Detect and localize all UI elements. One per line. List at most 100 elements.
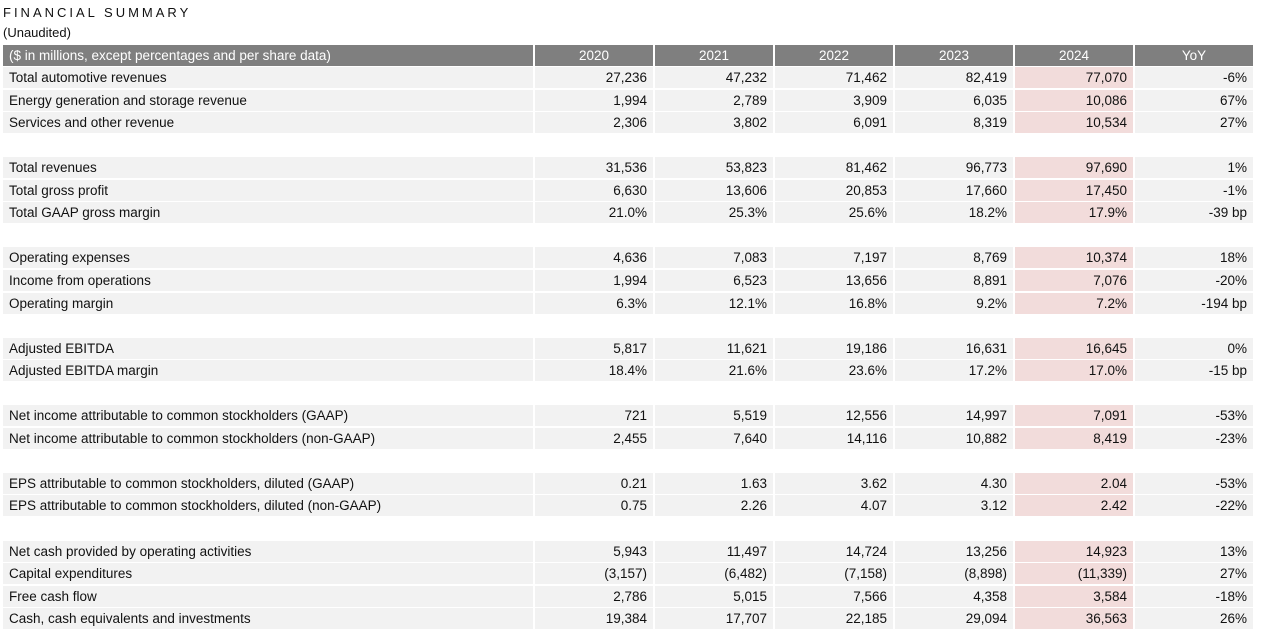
cell-value: 27% (1135, 112, 1253, 134)
row-label: Operating expenses (3, 247, 533, 269)
subtitle: (Unaudited) (3, 25, 71, 40)
cell-value: 14,923 (1015, 540, 1133, 562)
cell-value: 12,556 (775, 405, 893, 427)
cell-value: 71,462 (775, 67, 893, 88)
cell-value: 7,640 (655, 427, 773, 449)
cell-value: 1% (1135, 157, 1253, 179)
cell-value: 6,091 (775, 112, 893, 134)
row-label: EPS attributable to common stockholders,… (3, 495, 533, 517)
cell-value: 81,462 (775, 157, 893, 179)
cell-value: 2.04 (1015, 472, 1133, 494)
cell-value: 10,534 (1015, 112, 1133, 134)
cell-value: 6,630 (535, 179, 653, 201)
cell-value: 2.42 (1015, 495, 1133, 517)
cell-value: 14,116 (775, 427, 893, 449)
cell-value: 13,256 (895, 540, 1013, 562)
cell-value: -20% (1135, 269, 1253, 291)
row-label: Free cash flow (3, 585, 533, 607)
cell-value: 8,891 (895, 269, 1013, 291)
cell-value: -23% (1135, 427, 1253, 449)
cell-value: 4,636 (535, 247, 653, 269)
cell-value: 8,769 (895, 247, 1013, 269)
cell-value: 17,450 (1015, 179, 1133, 201)
cell-value: 17.2% (895, 360, 1013, 382)
cell-value: -194 bp (1135, 292, 1253, 314)
row-label: Total automotive revenues (3, 67, 533, 88)
cell-value: 3.62 (775, 472, 893, 494)
cell-value: 11,621 (655, 337, 773, 359)
cell-value: 18% (1135, 247, 1253, 269)
cell-value: 53,823 (655, 157, 773, 179)
cell-value: 16,631 (895, 337, 1013, 359)
cell-value: 18.2% (895, 202, 1013, 224)
cell-value: 19,384 (535, 608, 653, 630)
cell-value: 21.0% (535, 202, 653, 224)
cell-value: (7,158) (775, 563, 893, 585)
cell-value: 25.3% (655, 202, 773, 224)
cell-value: 27% (1135, 563, 1253, 585)
cell-value: 9.2% (895, 292, 1013, 314)
cell-value: 13,656 (775, 269, 893, 291)
column-header: 2022 (775, 45, 893, 66)
cell-value: -39 bp (1135, 202, 1253, 224)
column-header: 2023 (895, 45, 1013, 66)
cell-value: 3,802 (655, 112, 773, 134)
column-header: 2021 (655, 45, 773, 66)
cell-value: 96,773 (895, 157, 1013, 179)
cell-value: 6,523 (655, 269, 773, 291)
column-header: 2024 (1015, 45, 1133, 66)
cell-value: 16,645 (1015, 337, 1133, 359)
cell-value: 4,358 (895, 585, 1013, 607)
cell-value: 1,994 (535, 89, 653, 111)
cell-value: 721 (535, 405, 653, 427)
cell-value: 3,584 (1015, 585, 1133, 607)
cell-value: 2,455 (535, 427, 653, 449)
cell-value: 0.75 (535, 495, 653, 517)
cell-value: 5,817 (535, 337, 653, 359)
cell-value: 2,789 (655, 89, 773, 111)
cell-value: 11,497 (655, 540, 773, 562)
title: FINANCIAL SUMMARY (3, 5, 192, 20)
row-label: Adjusted EBITDA margin (3, 360, 533, 382)
cell-value: 0% (1135, 337, 1253, 359)
cell-value: 5,015 (655, 585, 773, 607)
cell-value: 7,197 (775, 247, 893, 269)
cell-value: 97,690 (1015, 157, 1133, 179)
cell-value: -18% (1135, 585, 1253, 607)
cell-value: -6% (1135, 67, 1253, 88)
cell-value: 1,994 (535, 269, 653, 291)
cell-value: 2,306 (535, 112, 653, 134)
cell-value: 10,374 (1015, 247, 1133, 269)
cell-value: 77,070 (1015, 67, 1133, 88)
cell-value: 19,186 (775, 337, 893, 359)
cell-value: 1.63 (655, 472, 773, 494)
cell-value: 13% (1135, 540, 1253, 562)
row-label: Total GAAP gross margin (3, 202, 533, 224)
cell-value: 47,232 (655, 67, 773, 88)
cell-value: 17,707 (655, 608, 773, 630)
cell-value: (6,482) (655, 563, 773, 585)
cell-value: 21.6% (655, 360, 773, 382)
cell-value: 8,319 (895, 112, 1013, 134)
cell-value: 36,563 (1015, 608, 1133, 630)
cell-value: 13,606 (655, 179, 773, 201)
cell-value: 0.21 (535, 472, 653, 494)
cell-value: 20,853 (775, 179, 893, 201)
cell-value: 14,724 (775, 540, 893, 562)
cell-value: -53% (1135, 405, 1253, 427)
cell-value: -53% (1135, 472, 1253, 494)
row-label: Adjusted EBITDA (3, 337, 533, 359)
cell-value: 18.4% (535, 360, 653, 382)
cell-value: 10,086 (1015, 89, 1133, 111)
cell-value: -15 bp (1135, 360, 1253, 382)
cell-value: 8,419 (1015, 427, 1133, 449)
cell-value: (8,898) (895, 563, 1013, 585)
row-label: Income from operations (3, 269, 533, 291)
cell-value: 82,419 (895, 67, 1013, 88)
cell-value: 2.26 (655, 495, 773, 517)
cell-value: 31,536 (535, 157, 653, 179)
cell-value: -22% (1135, 495, 1253, 517)
column-header: 2020 (535, 45, 653, 66)
cell-value: 7,091 (1015, 405, 1133, 427)
